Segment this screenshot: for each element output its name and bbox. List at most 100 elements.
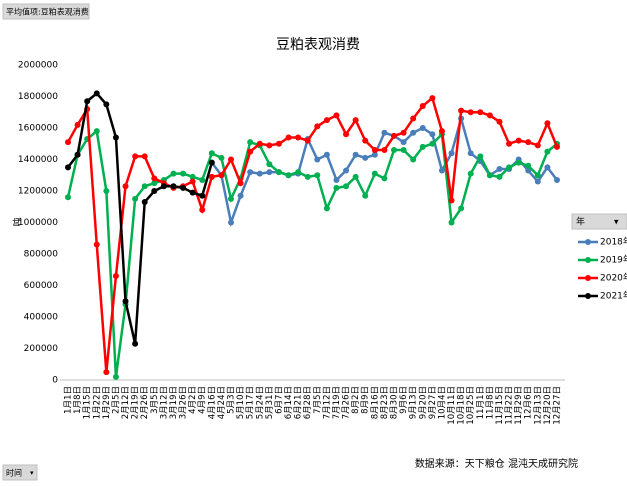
data-point [525, 139, 532, 146]
data-point [381, 147, 388, 154]
data-point [132, 195, 139, 202]
data-point [103, 101, 110, 108]
x-tick-label: 6月28日 [303, 386, 313, 419]
data-point [151, 188, 158, 194]
x-tick-label: 8月23日 [380, 386, 390, 419]
data-point [247, 169, 254, 176]
data-point [506, 164, 513, 171]
data-point [496, 118, 503, 125]
value-field-button[interactable] [2, 3, 90, 20]
data-point [410, 129, 417, 136]
data-point [228, 195, 234, 202]
data-point [371, 170, 378, 177]
legend-marker [585, 275, 591, 281]
data-point [189, 189, 196, 196]
data-point [362, 192, 369, 199]
data-point [515, 159, 522, 166]
data-point [266, 142, 273, 149]
x-tick-label: 4月16日 [207, 386, 217, 419]
legend-label: 2018年 [600, 236, 627, 248]
y-tick-label: 1000000 [18, 218, 58, 228]
data-point [438, 167, 445, 174]
x-tick-label: 12月13日 [533, 386, 543, 425]
data-point [429, 95, 436, 102]
y-tick-label: 1200000 [18, 187, 58, 197]
data-point [141, 153, 148, 160]
y-tick-label: 200000 [24, 344, 59, 354]
x-tick-label: 9月27日 [428, 386, 438, 419]
data-point [343, 183, 350, 190]
data-point [266, 169, 273, 176]
x-tick-label: 8月9日 [361, 386, 371, 414]
data-point [180, 184, 187, 191]
data-point [419, 143, 426, 150]
x-tick-label: 6月7日 [274, 386, 284, 414]
x-tick-label: 3月26日 [179, 386, 189, 419]
data-point [467, 150, 474, 157]
data-point [256, 170, 263, 177]
data-point [515, 137, 522, 144]
series-line [66, 95, 559, 373]
data-point [544, 148, 551, 155]
x-tick-label: 5月24日 [255, 386, 265, 419]
data-point [141, 183, 148, 190]
legend-field-button[interactable] [571, 213, 627, 230]
x-tick-label: 11月29日 [514, 386, 524, 425]
data-point [247, 139, 254, 146]
x-tick-label: 9月13日 [409, 386, 419, 419]
data-point [554, 176, 560, 183]
y-tick-label: 0 [52, 376, 58, 386]
data-point [438, 128, 445, 135]
x-tick-label: 4月24日 [217, 386, 227, 419]
data-point [429, 131, 436, 138]
data-point [93, 241, 100, 248]
x-tick-label: 11月1日 [476, 386, 486, 419]
x-tick-label: 8月2日 [351, 386, 361, 414]
data-point [237, 192, 244, 199]
legend-label: 2020年 [600, 272, 627, 284]
data-point [208, 150, 215, 157]
data-point [314, 123, 321, 130]
x-tick-label: 7月19日 [332, 386, 342, 419]
data-point [458, 107, 465, 114]
x-tick-label: 10月25日 [466, 386, 476, 425]
data-point [381, 129, 388, 136]
data-point [323, 117, 330, 124]
x-tick-label: 12月6日 [524, 386, 534, 419]
data-point [410, 115, 417, 122]
x-tick-label: 11月8日 [485, 386, 495, 419]
x-tick-label: 5月31日 [265, 386, 275, 419]
data-point [333, 112, 340, 119]
data-point [362, 154, 369, 161]
data-point [352, 151, 359, 158]
x-tick-label: 10月18日 [457, 386, 467, 425]
data-point [323, 151, 330, 158]
data-point [170, 170, 177, 177]
data-point [132, 153, 139, 160]
data-point [477, 153, 484, 160]
x-tick-label: 2月12日 [121, 386, 131, 419]
data-point [391, 132, 397, 139]
data-point [199, 176, 206, 183]
x-tick-label: 7月5日 [313, 386, 323, 414]
data-point [534, 172, 541, 179]
data-point [371, 147, 378, 154]
data-point [304, 173, 311, 180]
data-point [247, 148, 254, 155]
y-tick-label: 1400000 [18, 155, 58, 165]
x-tick-label: 1月22日 [92, 386, 102, 419]
data-point [151, 180, 158, 187]
data-point [534, 178, 541, 185]
x-tick-label: 11月22日 [505, 386, 515, 425]
value-field-label: 平均值项:豆粕表观消费 [6, 7, 89, 17]
legend-label: 2019年 [600, 254, 627, 266]
data-point [352, 117, 359, 124]
data-point [275, 140, 282, 147]
x-tick-label: 1月29日 [102, 386, 112, 419]
data-point [534, 142, 541, 149]
x-tick-label: 3月19日 [169, 386, 179, 419]
data-point [419, 102, 426, 109]
data-point [343, 167, 350, 174]
axis-field-button[interactable] [2, 464, 38, 481]
